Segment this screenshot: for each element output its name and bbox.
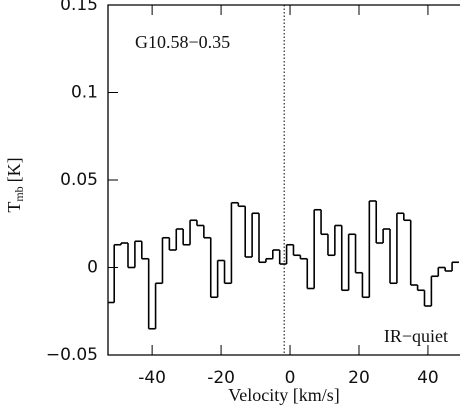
x-axis-label: Velocity [km/s] (228, 385, 339, 405)
class-label: IR−quiet (384, 326, 448, 346)
y-tick-label: 0.05 (60, 170, 98, 190)
x-tick-label: 40 (417, 368, 439, 388)
spectrum (108, 200, 459, 330)
x-tick-label: 0 (285, 368, 296, 388)
y-tick-label: −0.05 (46, 345, 98, 365)
x-tick-label: 20 (348, 368, 370, 388)
y-tick-label: 0 (87, 258, 98, 278)
y-label-main: T (4, 202, 24, 213)
y-label-unit: [K] (4, 157, 24, 182)
y-tick-label: 0.15 (60, 0, 98, 15)
x-tick-label: -40 (138, 368, 166, 388)
x-tick-label: -20 (207, 368, 235, 388)
source-label: G10.58−0.35 (135, 32, 230, 52)
y-tick-label: 0.1 (71, 83, 98, 103)
y-label-sub: mb (12, 186, 26, 201)
y-axis-label: Tmb [K] (4, 157, 26, 212)
